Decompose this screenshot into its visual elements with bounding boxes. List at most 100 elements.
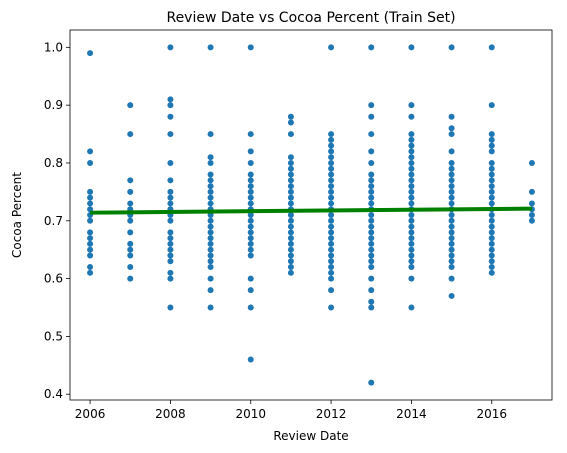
data-point [488, 102, 495, 109]
points-layer [87, 44, 535, 386]
data-point [207, 183, 214, 190]
data-point [167, 113, 174, 120]
y-tick-label: 0.7 [44, 214, 63, 228]
data-point [328, 258, 335, 265]
data-point [448, 183, 455, 190]
data-point [207, 223, 214, 230]
data-point [448, 246, 455, 253]
data-point [488, 171, 495, 178]
data-point [408, 217, 415, 224]
data-point [87, 188, 94, 195]
data-point [488, 165, 495, 172]
data-point [87, 235, 94, 242]
data-point [127, 188, 134, 195]
data-point [247, 246, 254, 253]
data-point [167, 159, 174, 166]
data-point [127, 252, 134, 259]
data-point [368, 264, 375, 271]
plot-area-frame [69, 29, 553, 401]
data-point [167, 217, 174, 224]
data-point [368, 240, 375, 247]
data-point [287, 223, 294, 230]
data-point [207, 287, 214, 294]
data-point [127, 102, 134, 109]
data-point [247, 183, 254, 190]
data-point [448, 165, 455, 172]
data-point [287, 235, 294, 242]
data-point [247, 159, 254, 166]
data-point [207, 200, 214, 207]
data-point [328, 159, 335, 166]
data-point [328, 183, 335, 190]
data-point [368, 188, 375, 195]
data-point [287, 177, 294, 184]
data-point [368, 44, 375, 51]
data-point [167, 177, 174, 184]
data-point [488, 148, 495, 155]
y-tick-label: 0.6 [44, 272, 63, 286]
data-point [247, 240, 254, 247]
data-point [328, 194, 335, 201]
data-point [328, 252, 335, 259]
x-tick-label: 2014 [396, 407, 427, 421]
data-point [328, 235, 335, 242]
data-point [207, 229, 214, 236]
data-point [287, 252, 294, 259]
data-point [247, 200, 254, 207]
data-point [127, 229, 134, 236]
data-point [328, 142, 335, 149]
data-point [287, 183, 294, 190]
data-point [287, 154, 294, 161]
data-point [127, 246, 134, 253]
data-point [207, 304, 214, 311]
data-point [328, 154, 335, 161]
data-point [287, 159, 294, 166]
data-point [408, 188, 415, 195]
regression-line-layer [90, 206, 532, 215]
data-point [408, 142, 415, 149]
data-point [167, 131, 174, 138]
data-point [368, 131, 375, 138]
data-point [408, 252, 415, 259]
data-point [488, 194, 495, 201]
data-point [207, 188, 214, 195]
data-point [368, 194, 375, 201]
data-point [127, 264, 134, 271]
data-point [287, 240, 294, 247]
data-point [408, 304, 415, 311]
data-point [207, 194, 214, 201]
data-point [328, 177, 335, 184]
data-point [247, 44, 254, 51]
data-point [167, 275, 174, 282]
data-point [167, 252, 174, 259]
data-point [408, 154, 415, 161]
data-point [167, 188, 174, 195]
data-point [368, 171, 375, 178]
data-point [328, 200, 335, 207]
data-point [408, 159, 415, 166]
data-point [127, 177, 134, 184]
data-point [87, 246, 94, 253]
data-point [408, 212, 415, 218]
data-point [207, 44, 214, 51]
data-point [488, 217, 495, 224]
x-tick-label: 2016 [476, 407, 507, 421]
data-point [287, 171, 294, 178]
data-point [528, 217, 535, 224]
data-point [488, 235, 495, 242]
data-point [328, 304, 335, 311]
data-point [207, 177, 214, 184]
data-point [528, 159, 535, 166]
data-point [448, 235, 455, 242]
data-point [408, 240, 415, 247]
data-point [328, 44, 335, 51]
data-point [488, 200, 495, 207]
data-point [448, 252, 455, 259]
data-point [328, 229, 335, 236]
x-axis-ticks: 2006 2008 2010 2012 2014 2016 [75, 400, 507, 421]
data-point [368, 229, 375, 236]
data-point [247, 229, 254, 236]
data-point [287, 269, 294, 276]
data-point [488, 252, 495, 259]
